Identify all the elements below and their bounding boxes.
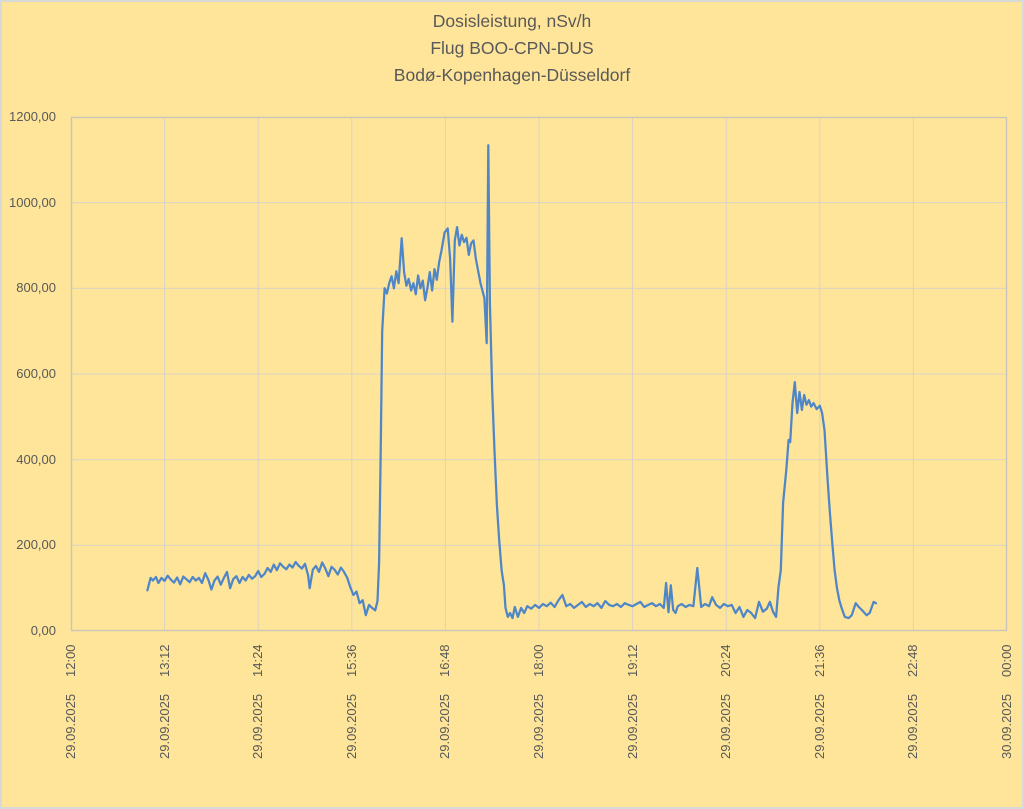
x-date-tick-label: 29.09.2025: [63, 693, 78, 759]
x-time-tick-label: 15:36: [343, 644, 359, 677]
x-time-tick-label: 12:00: [63, 644, 78, 677]
y-tick-label: 0,00: [30, 623, 56, 638]
y-tick-label: 200,00: [16, 537, 56, 553]
x-time-tick-label: 19:12: [624, 644, 640, 677]
y-tick-label: 1200,00: [9, 109, 56, 124]
x-date-tick-label: 29.09.2025: [905, 693, 921, 759]
x-time-tick-label: 22:48: [905, 644, 921, 677]
x-date-tick-label: 30.09.2025: [999, 693, 1014, 759]
y-tick-label: 400,00: [16, 451, 56, 467]
x-date-tick-label: 29.09.2025: [156, 693, 172, 759]
chart-title: Dosisleistung, nSv/h: [432, 11, 592, 31]
x-date-tick-label: 29.09.2025: [811, 693, 827, 759]
x-date-tick-label: 29.09.2025: [437, 693, 453, 759]
x-time-tick-label: 14:24: [250, 644, 266, 677]
x-time-tick-label: 20:24: [718, 644, 734, 677]
plot-area: [70, 116, 1008, 632]
chart-title-block: Dosisleistung, nSv/h Flug BOO-CPN-DUS Bo…: [0, 8, 1024, 89]
x-date-tick-label: 29.09.2025: [343, 693, 359, 759]
y-tick-label: 800,00: [16, 280, 56, 296]
x-time-tick-label: 18:00: [531, 644, 546, 677]
x-time-tick-label: 00:00: [999, 644, 1014, 677]
x-date-tick-label: 29.09.2025: [531, 693, 546, 759]
x-time-tick-label: 13:12: [156, 644, 172, 677]
y-tick-label: 1000,00: [9, 194, 56, 210]
plot-border: [70, 116, 1008, 632]
x-date-tick-label: 29.09.2025: [718, 693, 734, 759]
x-date-tick-label: 29.09.2025: [624, 693, 640, 759]
chart-subtitle-flight: Flug BOO-CPN-DUS: [430, 38, 594, 58]
dose-rate-line: [146, 144, 878, 620]
x-date-tick-label: 29.09.2025: [250, 693, 266, 759]
y-tick-label: 600,00: [16, 366, 56, 381]
x-time-tick-label: 21:36: [811, 644, 827, 677]
chart-subtitle-route: Bodø-Kopenhagen-Düsseldorf: [393, 65, 631, 85]
x-time-tick-label: 16:48: [437, 644, 453, 677]
